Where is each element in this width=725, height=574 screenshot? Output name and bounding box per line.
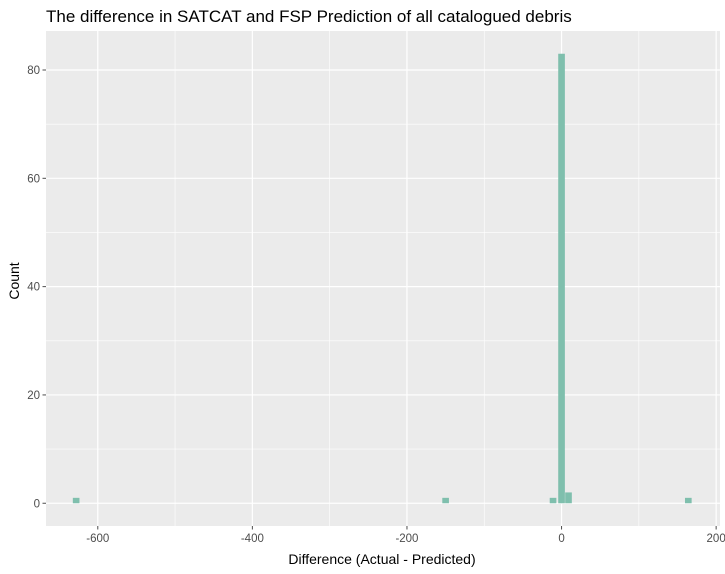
histogram-bar bbox=[565, 492, 572, 504]
histogram-bar bbox=[442, 497, 449, 504]
x-tick-label: -400 bbox=[241, 533, 264, 545]
y-axis-title: Count bbox=[6, 262, 22, 299]
x-tick-label: 0 bbox=[558, 533, 564, 545]
y-tick-label: 20 bbox=[27, 390, 40, 402]
x-tick-label: 200 bbox=[707, 533, 725, 545]
x-tick-label: -600 bbox=[86, 533, 109, 545]
y-tick-label: 40 bbox=[27, 282, 40, 294]
x-tick-label: -200 bbox=[395, 533, 418, 545]
x-axis-title: Difference (Actual - Predicted) bbox=[288, 551, 475, 567]
y-tick-label: 80 bbox=[27, 65, 40, 77]
histogram-bars bbox=[72, 53, 692, 504]
grid-minor bbox=[46, 31, 720, 526]
y-tick-label: 0 bbox=[34, 498, 40, 510]
histogram-bar bbox=[549, 497, 557, 504]
x-axis-ticks: -600 -400 -200 0 200 bbox=[86, 526, 725, 545]
histogram-bar bbox=[684, 497, 692, 504]
y-axis-ticks: 0 20 40 60 80 bbox=[27, 65, 46, 510]
histogram-bar bbox=[558, 53, 565, 504]
chart-title: The difference in SATCAT and FSP Predict… bbox=[46, 7, 572, 26]
y-tick-label: 60 bbox=[27, 173, 40, 185]
plot-panel bbox=[46, 31, 720, 526]
histogram-bar bbox=[72, 497, 80, 504]
